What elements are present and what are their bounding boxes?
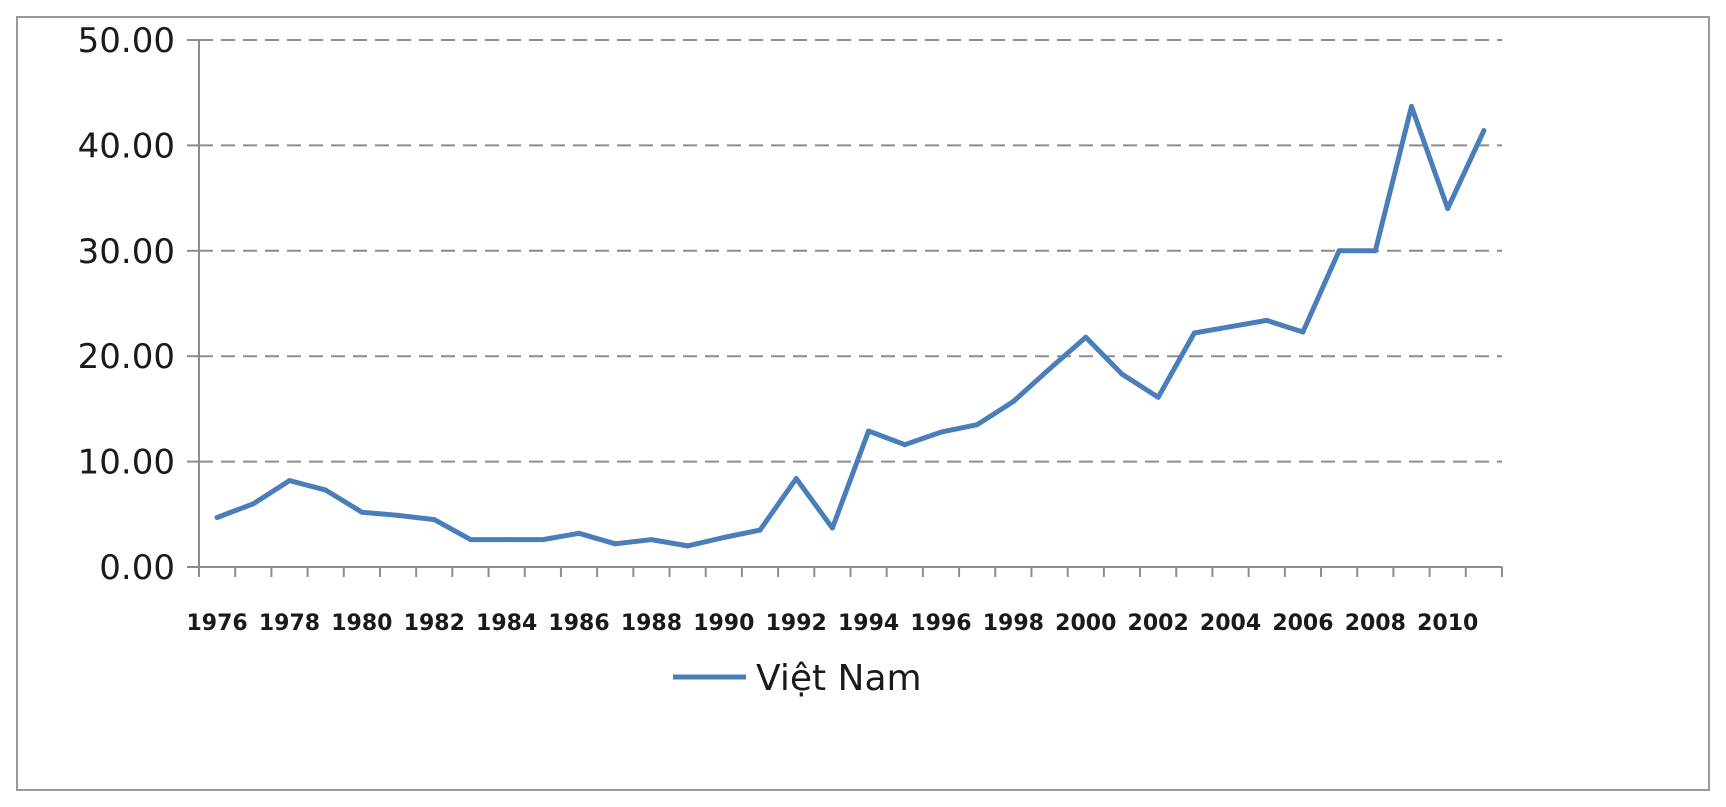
data-point — [1372, 248, 1378, 254]
data-point — [1083, 334, 1089, 340]
chart-frame: 0.00 10.00 20.00 30.00 40.00 50.00 1976 1978 19… — [16, 16, 1710, 791]
data-point — [1228, 324, 1234, 330]
y-tick-label: 30.00 — [78, 232, 175, 272]
x-tick-label: 1998 — [983, 611, 1044, 636]
y-tick-label: 40.00 — [78, 126, 175, 166]
data-point — [286, 478, 292, 484]
x-tick-label: 2006 — [1272, 611, 1333, 636]
data-point — [1264, 317, 1270, 323]
x-tick-label: 1984 — [476, 611, 537, 636]
data-point — [1481, 128, 1487, 134]
y-tick-label: 10.00 — [78, 443, 175, 483]
x-tick-label: 2002 — [1128, 611, 1189, 636]
data-point — [685, 543, 691, 549]
x-tick-label: 1982 — [404, 611, 465, 636]
data-point — [323, 487, 329, 493]
data-point — [938, 429, 944, 435]
x-tick-label: 1990 — [693, 611, 754, 636]
data-point — [1445, 206, 1451, 212]
data-point — [431, 517, 437, 523]
legend: Việt Nam — [673, 658, 922, 699]
x-tick-label: 1992 — [766, 611, 827, 636]
data-point — [648, 537, 654, 543]
data-point — [540, 537, 546, 543]
data-point — [974, 422, 980, 428]
x-tick-label: 2000 — [1055, 611, 1116, 636]
x-tick-label: 1988 — [621, 611, 682, 636]
data-point — [504, 537, 510, 543]
x-tick-label: 1986 — [548, 611, 609, 636]
data-point — [1191, 330, 1197, 336]
legend-label: Việt Nam — [756, 658, 922, 699]
data-point — [612, 541, 618, 547]
y-axis-tick-labels: 0.00 10.00 20.00 30.00 40.00 50.00 — [78, 21, 175, 588]
data-point — [576, 530, 582, 536]
data-point — [1047, 366, 1053, 372]
x-tick-label: 1978 — [259, 611, 320, 636]
series-line-viet-nam — [214, 103, 1487, 549]
x-tick-label: 1996 — [910, 611, 971, 636]
data-point — [829, 525, 835, 531]
data-point — [902, 442, 908, 448]
x-tick-label: 1994 — [838, 611, 899, 636]
data-point — [359, 509, 365, 515]
data-point — [250, 501, 256, 507]
data-point — [1155, 394, 1161, 400]
data-point — [1409, 103, 1415, 109]
series-layer — [214, 103, 1487, 549]
data-point — [395, 512, 401, 518]
x-tick-label: 2004 — [1200, 611, 1261, 636]
gridlines — [187, 39, 1502, 568]
data-point — [793, 475, 799, 481]
data-point — [721, 534, 727, 540]
y-tick-label: 0.00 — [99, 548, 175, 588]
y-tick-label: 50.00 — [78, 21, 175, 61]
x-tick-label: 1980 — [331, 611, 392, 636]
data-point — [866, 428, 872, 434]
x-tick-label: 2008 — [1345, 611, 1406, 636]
data-point — [1119, 371, 1125, 377]
y-tick-label: 20.00 — [78, 337, 175, 377]
axes — [198, 40, 1503, 577]
data-point — [1010, 399, 1016, 405]
data-point — [1300, 329, 1306, 335]
data-point — [757, 527, 763, 533]
x-tick-label: 1976 — [186, 611, 247, 636]
x-tick-label: 2010 — [1417, 611, 1478, 636]
data-point — [1336, 248, 1342, 254]
data-point — [467, 537, 473, 543]
data-point — [214, 514, 220, 520]
x-axis-tick-labels: 1976 1978 1980 1982 1984 1986 1988 1990 1992 1994… — [186, 611, 1478, 636]
